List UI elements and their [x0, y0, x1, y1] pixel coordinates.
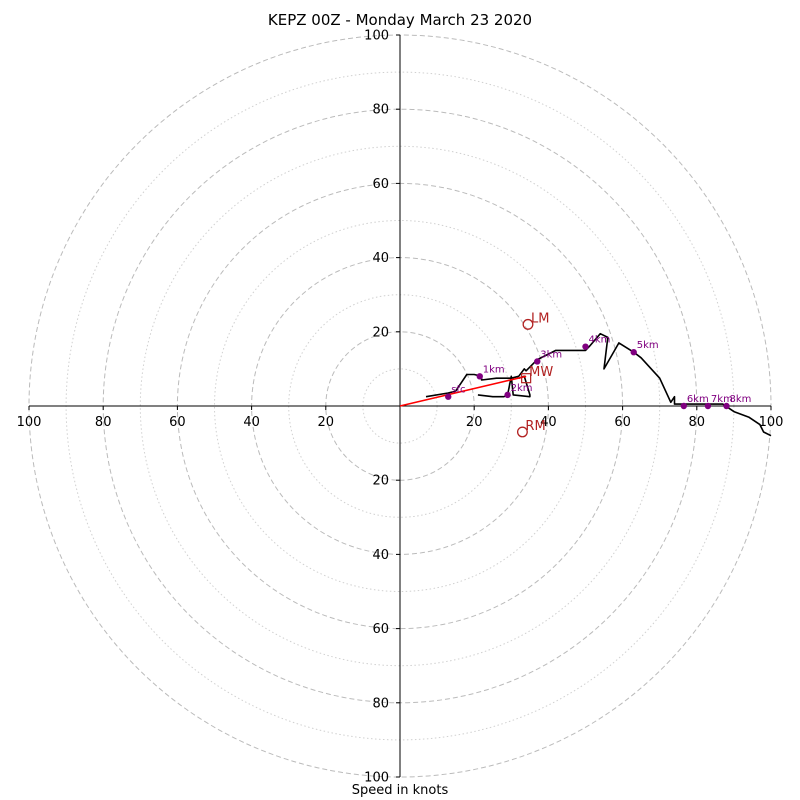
y-tick-label: 80 — [372, 696, 389, 711]
level-label-3km: 3km — [540, 349, 562, 360]
level-point-8km — [723, 402, 730, 410]
x-tick-label: 40 — [540, 415, 557, 430]
level-point-3km — [534, 358, 541, 365]
x-tick-label: 80 — [689, 415, 706, 430]
storm-motion-label-RM: RM — [525, 419, 545, 434]
hodograph-trace — [425, 332, 772, 437]
level-point-4km — [582, 343, 589, 350]
level-point-6km — [680, 402, 688, 410]
storm-motion-marker-LM — [522, 318, 534, 330]
level-point-7km — [704, 402, 712, 410]
x-tick-label: 100 — [759, 415, 784, 430]
level-point-2km — [504, 391, 511, 399]
level-label-2km: 2km — [511, 383, 533, 394]
x-tick-label: 20 — [466, 415, 483, 430]
storm-motion-marker-RM — [516, 426, 528, 438]
storm-motion-label-MW: MW — [529, 365, 553, 380]
level-label-6km: 6km — [687, 394, 709, 405]
x-tick-label: 40 — [243, 415, 260, 430]
level-label-sfc: sfc — [451, 385, 465, 396]
storm-motion-label-LM: LM — [531, 311, 549, 326]
level-label-1km: 1km — [483, 364, 505, 375]
storm-motion-marker-MW — [521, 373, 532, 384]
level-point-sfc — [445, 393, 452, 400]
x-tick-label: 60 — [169, 415, 186, 430]
y-tick-label: 40 — [372, 251, 389, 266]
level-label-5km: 5km — [637, 340, 659, 351]
x-tick-label: 100 — [17, 415, 42, 430]
x-tick-label: 60 — [614, 415, 631, 430]
x-tick-label: 80 — [95, 415, 112, 430]
y-tick-label: 60 — [372, 177, 389, 192]
y-tick-label: 60 — [372, 622, 389, 637]
hodograph-trace-lower — [477, 375, 531, 398]
mean-shear-vector — [399, 375, 527, 407]
y-tick-label: 40 — [372, 548, 389, 563]
level-point-1km — [476, 373, 483, 380]
y-tick-label: 20 — [372, 325, 389, 340]
chart-title: KEPZ 00Z - Monday March 23 2020 — [267, 11, 533, 29]
x-tick-label: 20 — [318, 415, 335, 430]
level-label-8km: 8km — [729, 394, 751, 405]
y-tick-label: 20 — [372, 474, 389, 489]
level-point-5km — [630, 349, 637, 356]
level-label-4km: 4km — [589, 335, 611, 346]
y-tick-label: 100 — [364, 771, 389, 786]
x-axis-label: Speed in knots — [351, 783, 449, 798]
level-label-7km: 7km — [711, 394, 733, 405]
y-tick-label: 80 — [372, 103, 389, 118]
y-tick-label: 100 — [364, 29, 389, 44]
